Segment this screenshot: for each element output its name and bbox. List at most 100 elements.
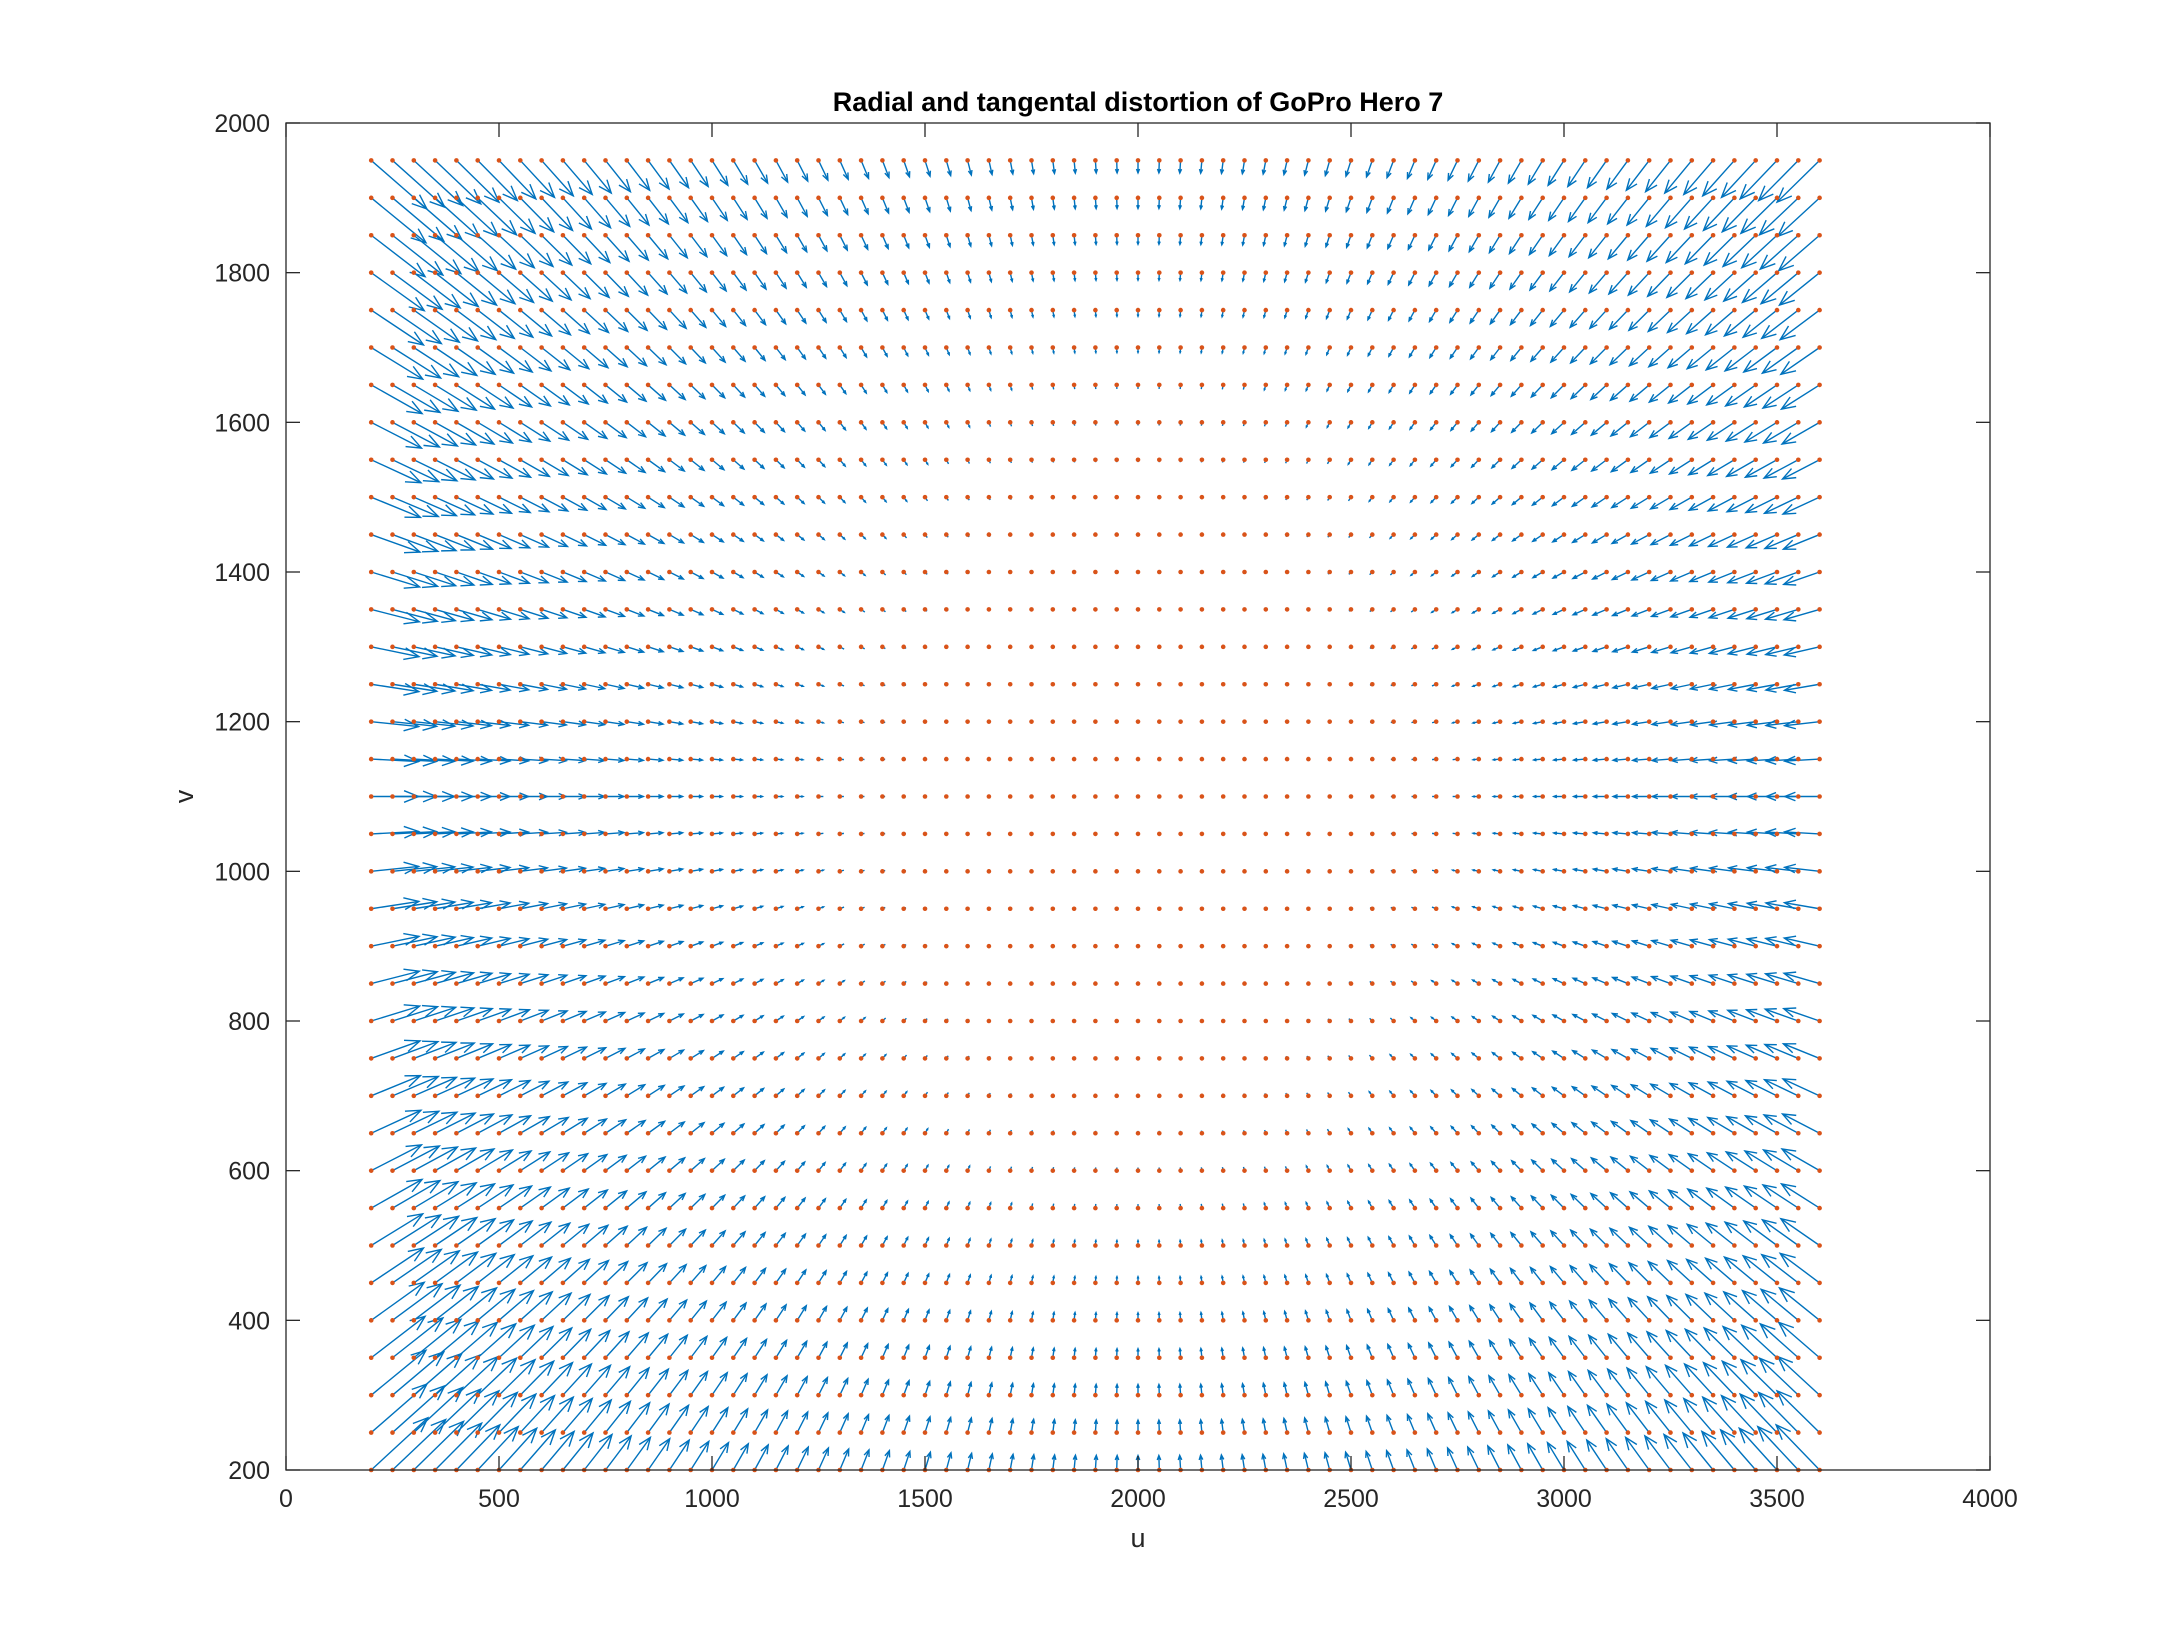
distortion-vector	[839, 1412, 849, 1433]
grid-point	[1050, 906, 1056, 912]
grid-point	[1348, 644, 1354, 650]
distortion-vector	[519, 1325, 555, 1359]
grid-point	[1476, 457, 1482, 463]
grid-point	[1689, 831, 1695, 837]
grid-point	[624, 1280, 630, 1286]
grid-point	[731, 906, 736, 912]
distortion-vector	[1428, 1305, 1437, 1321]
grid-point	[1476, 195, 1482, 201]
grid-point	[837, 681, 843, 687]
grid-point	[1689, 681, 1695, 687]
grid-point	[1668, 1243, 1673, 1248]
distortion-vector	[434, 459, 477, 481]
grid-point	[1071, 1093, 1077, 1099]
distortion-vector	[626, 1226, 648, 1247]
distortion-vector	[583, 1188, 609, 1209]
grid-point	[1093, 532, 1098, 537]
grid-point	[1668, 569, 1673, 575]
grid-point	[1412, 756, 1418, 762]
grid-point	[773, 232, 779, 238]
grid-point	[1263, 681, 1269, 687]
grid-point	[1220, 382, 1226, 388]
grid-point	[496, 1093, 502, 1099]
grid-point	[986, 1168, 992, 1173]
grid-point	[518, 345, 523, 350]
distortion-vector	[1647, 1189, 1671, 1209]
distortion-vector	[604, 1330, 631, 1359]
grid-point	[731, 794, 736, 799]
grid-point	[1668, 719, 1673, 724]
distortion-vector	[817, 1375, 829, 1396]
grid-point	[1029, 794, 1034, 799]
grid-point	[1327, 794, 1332, 799]
grid-point	[1391, 1318, 1396, 1323]
distortion-vector	[626, 1296, 649, 1321]
grid-point	[624, 607, 630, 612]
grid-point	[1199, 532, 1205, 537]
grid-point	[667, 158, 672, 163]
grid-point	[1135, 1280, 1141, 1286]
distortion-vector	[1591, 608, 1607, 616]
grid-point	[603, 420, 608, 425]
grid-point	[1029, 1243, 1034, 1248]
distortion-vector	[413, 608, 458, 624]
distortion-vector	[732, 1442, 750, 1471]
distortion-vector	[584, 646, 607, 655]
grid-point	[1391, 195, 1396, 201]
grid-point	[1625, 232, 1631, 238]
distortion-vector	[988, 1452, 994, 1471]
distortion-vector	[966, 1451, 974, 1471]
grid-point	[1732, 1018, 1737, 1024]
grid-point	[518, 1430, 523, 1435]
distortion-vector	[711, 1193, 727, 1209]
grid-point	[1199, 494, 1205, 500]
grid-point	[731, 232, 736, 238]
grid-point	[752, 1243, 757, 1248]
grid-point	[645, 719, 651, 724]
grid-point	[837, 345, 843, 350]
grid-point	[1157, 457, 1162, 463]
grid-point	[1519, 1355, 1524, 1361]
grid-point	[773, 719, 779, 724]
grid-point	[496, 195, 502, 201]
distortion-vector	[1738, 1426, 1778, 1471]
grid-point	[624, 681, 630, 687]
grid-point	[1327, 494, 1332, 500]
grid-point	[1114, 869, 1119, 874]
grid-point	[1625, 607, 1631, 612]
grid-point	[1455, 1168, 1460, 1173]
grid-point	[965, 1318, 970, 1323]
grid-point	[1306, 981, 1311, 986]
grid-point	[1625, 831, 1631, 837]
grid-point	[922, 1018, 928, 1024]
distortion-vector	[1385, 1448, 1395, 1471]
grid-point	[1497, 906, 1503, 912]
grid-point	[1689, 1243, 1695, 1248]
grid-point	[1710, 494, 1716, 500]
grid-point	[1306, 1355, 1311, 1361]
distortion-vector	[477, 936, 513, 947]
distortion-vector	[626, 720, 646, 727]
grid-point	[454, 1168, 459, 1173]
grid-point	[1412, 494, 1418, 500]
grid-point	[1327, 270, 1332, 275]
distortion-vector	[647, 683, 665, 690]
grid-point	[454, 232, 459, 238]
distortion-vector	[1468, 1304, 1480, 1321]
grid-point	[1796, 1280, 1801, 1286]
grid-point	[1433, 1018, 1439, 1024]
grid-point	[858, 1392, 864, 1398]
grid-point	[1007, 1018, 1013, 1024]
distortion-vector	[1323, 1450, 1331, 1471]
grid-point	[624, 756, 630, 762]
grid-point	[1476, 1205, 1482, 1211]
grid-point	[709, 1243, 715, 1248]
distortion-vector	[626, 608, 646, 617]
grid-point	[794, 1093, 800, 1099]
grid-point	[922, 644, 928, 650]
grid-point	[1732, 1355, 1737, 1361]
grid-point	[1007, 1205, 1013, 1211]
grid-point	[922, 1318, 928, 1323]
grid-point	[624, 906, 630, 912]
grid-point	[454, 1318, 459, 1323]
